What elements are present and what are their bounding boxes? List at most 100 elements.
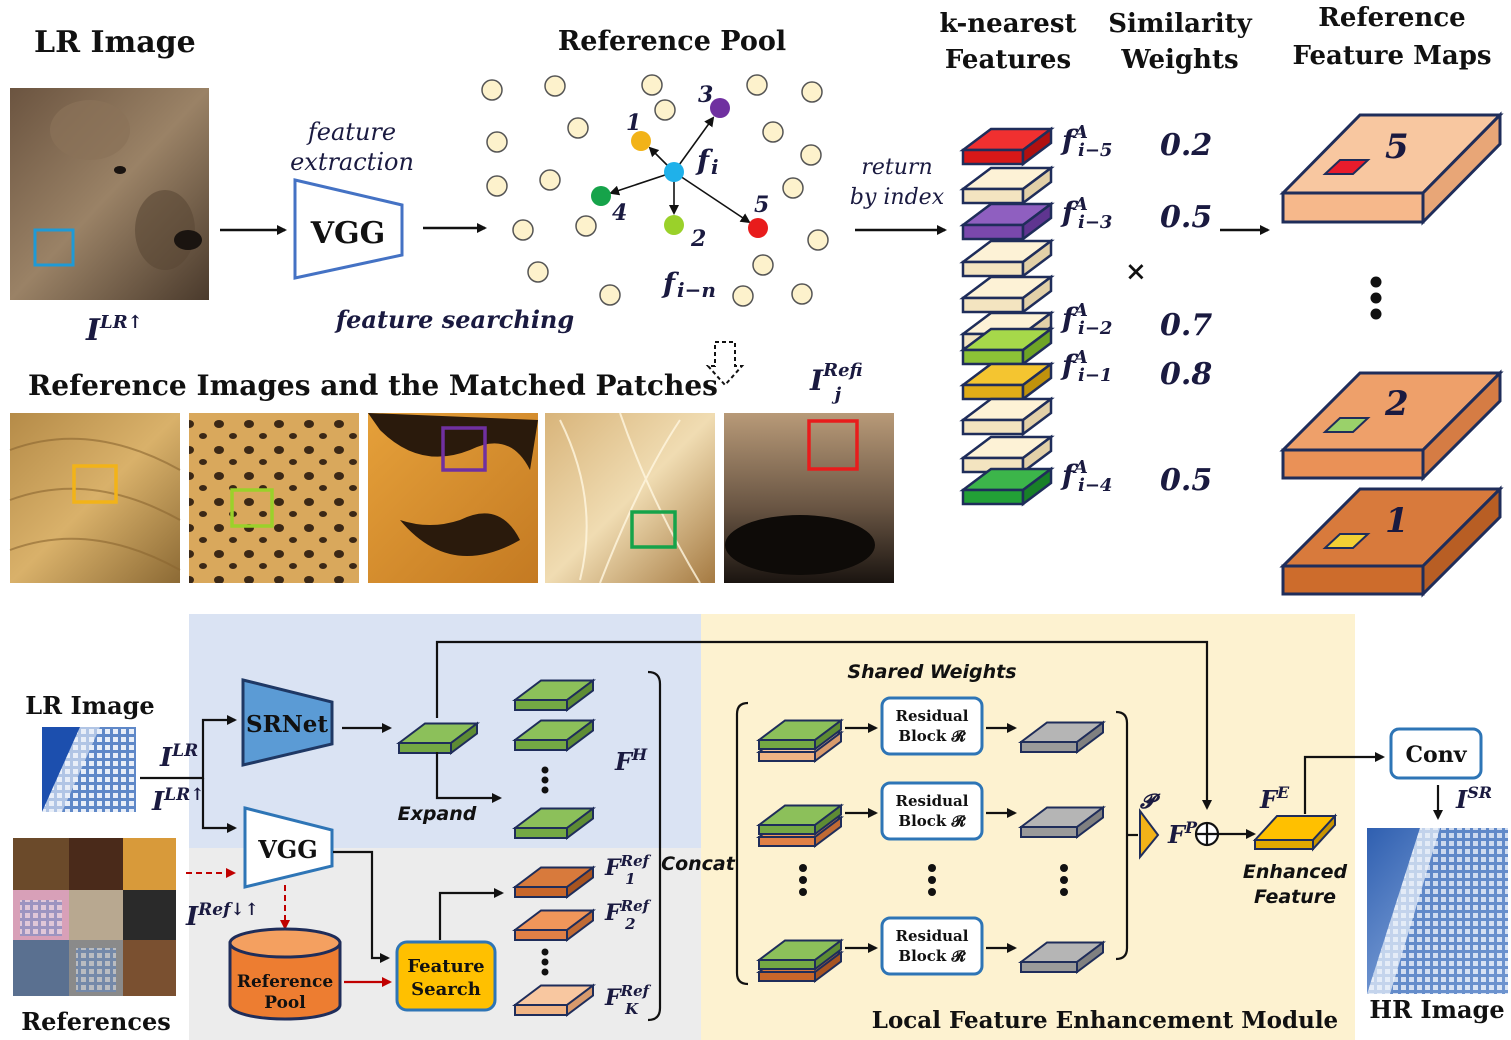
fh-layer-1 <box>512 678 596 712</box>
feature-layer-10 <box>959 434 1055 475</box>
lfem-fh-layer-2 <box>756 803 844 836</box>
residual-label-2-2: Block 𝓡 <box>898 812 966 830</box>
concat-bracket <box>647 670 662 1022</box>
return-label-1: return <box>861 155 932 180</box>
residual-label-1-1: Residual <box>896 707 969 725</box>
lfem-output-layer-3 <box>1018 940 1106 974</box>
ref-map-2-number: 2 <box>1384 384 1409 424</box>
vertical-ellipsis-maps <box>1370 276 1382 320</box>
fh-label: FH <box>614 745 648 776</box>
neighbor-number-2: 2 <box>690 226 706 252</box>
feature-layer-3 <box>959 201 1055 242</box>
skip-connection <box>435 640 1212 810</box>
feature-layer-5 <box>959 274 1055 315</box>
fh-main-layer <box>396 721 480 755</box>
enhanced-label-2: Feature <box>1254 886 1336 908</box>
ref-map-2: 2 <box>1279 369 1504 482</box>
ref-image-2 <box>189 413 359 583</box>
reference-pool-title: Reference Pool <box>558 26 786 57</box>
vgg-bottom-label: VGG <box>257 835 318 864</box>
expand-arrow <box>435 752 502 803</box>
feature-extraction-label-1: feature <box>306 118 396 146</box>
ellipsis-fref <box>541 948 549 976</box>
arrow-to-vgg-bottom <box>201 778 237 833</box>
reference-pool-label-1: Reference <box>237 972 334 992</box>
times-symbol: × <box>1125 257 1147 287</box>
hr-building-image <box>1367 828 1508 994</box>
feature-layer-1 <box>959 126 1055 167</box>
weight-i-4: 0.5 <box>1160 463 1212 498</box>
weight-i-2: 0.7 <box>1160 308 1212 343</box>
ref-map-1-number: 1 <box>1385 501 1409 541</box>
neighbor-number-4: 4 <box>612 200 627 226</box>
fe-label: FE <box>1259 783 1290 814</box>
weight-i-5: 0.2 <box>1160 128 1212 163</box>
feature-layer-11 <box>959 466 1055 507</box>
refmaps-title-2: Feature Maps <box>1292 41 1491 71</box>
neighbor-number-5: 5 <box>754 192 769 218</box>
patch-box-5 <box>807 419 859 471</box>
fh-layers <box>396 678 596 840</box>
references-collage <box>13 838 176 996</box>
residual-block-3 <box>880 916 984 976</box>
dashed-down-arrow <box>705 341 745 387</box>
pool-center-dot <box>664 162 684 182</box>
module-title: Local Feature Enhancement Module <box>872 1007 1338 1034</box>
similarity-title-2: Weights <box>1120 45 1238 75</box>
add-circle <box>1194 821 1220 847</box>
fref2-label: FRef 2 <box>604 897 652 933</box>
pool-neighbor-2 <box>664 215 684 235</box>
lfem-output-layer-1 <box>1018 720 1106 754</box>
patch-box-4 <box>630 510 677 549</box>
fh-layer-3 <box>512 806 596 840</box>
lfem-fh-layer-1 <box>756 718 844 751</box>
svg-text:fAi−5: fA i−5 <box>1060 122 1112 161</box>
bear-image <box>10 88 209 300</box>
feature-layer-2 <box>959 165 1055 206</box>
lfem-left-bracket <box>735 701 749 986</box>
feature-extraction-label-2: extraction <box>290 148 414 176</box>
knearest-title-1: k-nearest <box>940 9 1077 39</box>
feature-search-label-1: Feature <box>407 956 484 977</box>
weight-i-1: 0.8 <box>1160 357 1212 392</box>
patch-box-3 <box>441 426 487 472</box>
feature-label-i-1: fA i−1 0.8 <box>1060 347 1212 392</box>
knearest-title-2: Features <box>945 45 1071 75</box>
conv-label: Conv <box>1406 742 1468 768</box>
lfem-fh-layer-3 <box>756 938 844 971</box>
patch-box-2 <box>230 488 274 528</box>
p-triangle <box>1139 808 1160 860</box>
fref-layers <box>512 865 596 1017</box>
fh-layer-2 <box>512 718 596 752</box>
feature-stack <box>959 126 1055 507</box>
reference-pool-label-2: Pool <box>264 993 306 1013</box>
residual-label-1-2: Residual <box>896 792 969 810</box>
vgg-label: VGG <box>310 216 386 251</box>
weight-i-3: 0.5 <box>1160 200 1212 235</box>
vgg-bottom-block <box>243 806 334 889</box>
concat-label: Concat <box>661 853 736 875</box>
pool-neighbor-arrows <box>609 116 751 224</box>
srnet-label: SRNet <box>246 711 328 738</box>
ilr-up-label: ILR↑ <box>151 785 205 817</box>
lr-building-thumbnail <box>42 727 136 812</box>
svg-text:fAi−4: fA i−4 <box>1060 457 1112 496</box>
patch-box-1 <box>72 464 118 504</box>
search-to-fref-arrow <box>438 888 504 940</box>
isr-label: ISR <box>1455 783 1492 814</box>
fref-layer-2 <box>512 908 596 942</box>
residual-block-2 <box>880 781 984 841</box>
lfem-rows: Residual Block 𝓡 Residual Block 𝓡 Residual Bl… <box>756 696 1106 983</box>
pool-neighbor-4 <box>591 186 611 206</box>
ref-image-1 <box>9 413 181 583</box>
feature-searching-label: feature searching <box>334 305 574 334</box>
patch-box-lr <box>33 228 75 267</box>
srnet-block <box>241 678 334 767</box>
expand-label: Expand <box>398 803 477 825</box>
feature-layer-9 <box>959 396 1055 437</box>
refmaps-title-1: Reference <box>1318 3 1465 33</box>
neighbor-number-1: 1 <box>626 110 641 136</box>
svg-text:fAi−2: fA i−2 <box>1060 300 1112 339</box>
shared-weights-label: Shared Weights <box>847 661 1016 683</box>
